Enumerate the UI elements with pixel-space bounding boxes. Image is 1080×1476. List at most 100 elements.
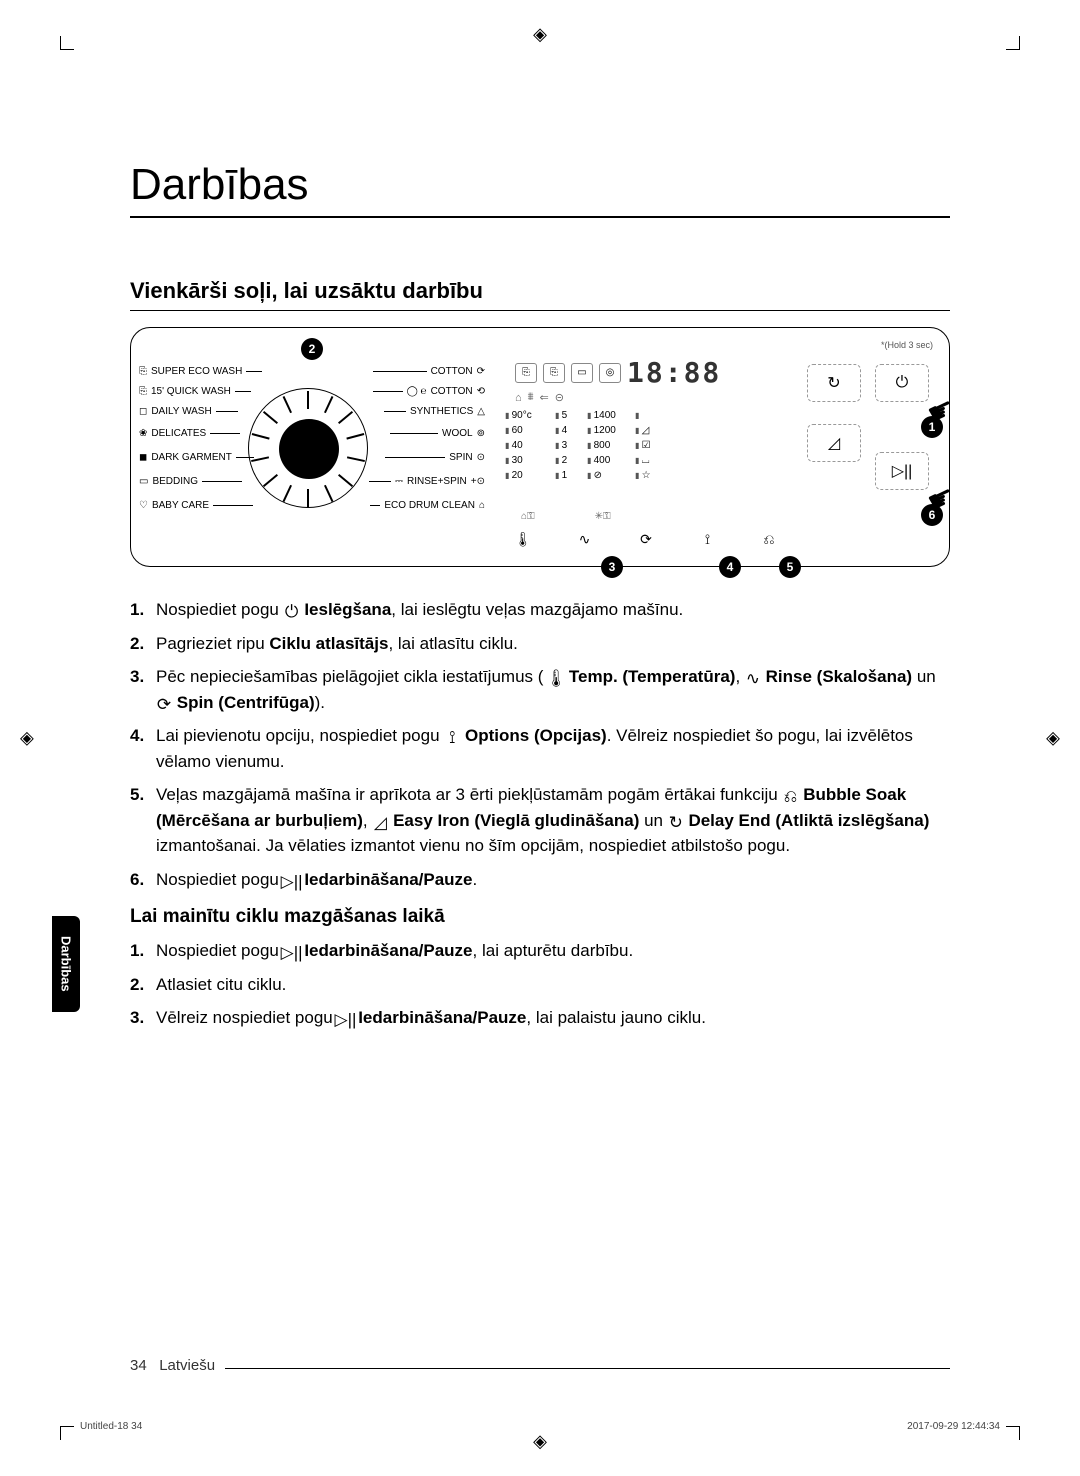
inline-icon: ⟟ (444, 730, 460, 746)
step-bold: Rinse (Skalošana) (766, 667, 912, 686)
step-item: Pēc nepieciešamības pielāgojiet cikla ie… (130, 664, 950, 715)
disp-icon: ⎘ (543, 363, 565, 383)
grid-cell: 40 (505, 440, 555, 451)
settings-grid: 90°c514006041200◿403800☑302400⌴201⊘☆ (491, 410, 801, 481)
crop-mark (1006, 36, 1020, 50)
inline-icon: ▷|| (284, 945, 300, 961)
hold-3sec-label: *(Hold 3 sec) (881, 340, 933, 350)
program-icon: ⎘ (139, 386, 147, 397)
print-reg-bottom: ◈ (533, 1431, 547, 1452)
grid-cell: 400 (587, 455, 635, 466)
callout-2: 2 (301, 338, 323, 360)
rinse-icon: ∿ (563, 531, 607, 548)
step-bold: Iedarbināšana/Pauze (304, 941, 472, 960)
step-bold: Ieslēgšana (304, 600, 391, 619)
program-text: DAILY WASH (151, 406, 211, 417)
grid-cell: 60 (505, 425, 555, 436)
disp-icon2: ⊝ (555, 391, 564, 404)
grid-cell: 30 (505, 455, 555, 466)
inline-icon: ◿ (372, 814, 388, 830)
program-icon: △ (477, 406, 485, 417)
grid-cell: ◿ (635, 425, 669, 436)
grid-cell: 5 (555, 410, 587, 421)
callout-5: 5 (779, 556, 801, 578)
options-icon: ⟟ (686, 531, 730, 548)
display-area: ⎘ ⎘ ▭ ◎ 18:88 ⌂ ⩩ ⇐ ⊝ 90°c514006041200◿4… (491, 328, 801, 566)
print-reg-top: ◈ (533, 24, 547, 45)
program-icon: ▭ (139, 476, 148, 487)
inline-icon: ∿ (745, 671, 761, 687)
program-label: ◼ DARK GARMENT (139, 452, 254, 463)
disp-icon2: ⇐ (540, 391, 549, 404)
crop-mark (60, 1426, 74, 1440)
program-label: ❀DELICATES (139, 428, 240, 439)
sub-heading: Lai mainītu ciklu mazgāšanas laikā (130, 906, 950, 928)
grid-cell: ⌴ (635, 455, 669, 466)
inline-icon: 🌡 (548, 671, 564, 687)
grid-cell: 90°c (505, 410, 555, 421)
step-bold: Iedarbināšana/Pauze (304, 870, 472, 889)
step-bold: Options (Opcijas) (465, 726, 607, 745)
disp-icon: ▭ (571, 363, 593, 383)
step-item: Atlasiet citu ciklu. (130, 972, 950, 998)
option-buttons-row: 🌡 ∿ ⟳ ⟟ ⎌ (501, 531, 791, 548)
step-bold: Temp. (Temperatūra) (569, 667, 736, 686)
program-text: 15' QUICK WASH (151, 386, 231, 397)
program-text: WOOL (442, 428, 473, 439)
inline-icon: ⏻ (284, 604, 300, 620)
inline-icon: ▷|| (284, 873, 300, 889)
inline-icon: ↻ (668, 814, 684, 830)
step-item: Nospiediet pogu ▷|| Iedarbināšana/Pauze,… (130, 938, 950, 964)
main-steps-list: Nospiediet pogu ⏻ Ieslēgšana, lai ieslēg… (130, 597, 950, 892)
bubble-icon: ⎌ (747, 531, 791, 548)
step-item: Nospiediet pogu ▷|| Iedarbināšana/Pauze. (130, 867, 950, 893)
inline-icon: ▷|| (337, 1012, 353, 1028)
grid-cell: 20 (505, 470, 555, 481)
time-display: 18:88 (627, 356, 721, 389)
program-label: SPIN⊙ (385, 452, 485, 463)
crop-mark (60, 36, 74, 50)
step-item: Pagrieziet ripu Ciklu atlasītājs, lai at… (130, 631, 950, 657)
grid-cell (635, 410, 669, 421)
program-label: ⎘ 15' QUICK WASH (139, 386, 251, 397)
program-icon: ⟳ (477, 366, 485, 377)
program-label: ♡BABY CARE (139, 500, 253, 511)
file-meta: Untitled-18 34 (80, 1421, 142, 1432)
program-icon: ◻ (139, 406, 147, 417)
program-text: DARK GARMENT (151, 452, 232, 463)
program-icon: ⎘ (139, 366, 147, 377)
grid-cell: ⊘ (587, 470, 635, 481)
grid-cell: ☑ (635, 440, 669, 451)
disp-icon2: ⌂ (515, 392, 522, 404)
program-text: SUPER ECO WASH (151, 366, 242, 377)
disp-icon: ⎘ (515, 363, 537, 383)
grid-cell: 1200 (587, 425, 635, 436)
program-text: RINSE+SPIN (407, 476, 467, 487)
step-bold: Easy Iron (Vieglā gludināšana) (393, 811, 639, 830)
step-bold: Ciklu atlasītājs (269, 634, 388, 653)
page-title: Darbības (130, 160, 950, 218)
sub-steps-list: Nospiediet pogu ▷|| Iedarbināšana/Pauze,… (130, 938, 950, 1031)
program-icon: ⊚ (477, 428, 485, 439)
program-label: ▭ BEDDING (139, 476, 242, 487)
program-label: WOOL ⊚ (390, 428, 485, 439)
program-label: SYNTHETICS△ (384, 406, 485, 417)
print-reg-left: ◈ (20, 728, 34, 749)
step-bold: Iedarbināšana/Pauze (358, 1008, 526, 1027)
step-item: Veļas mazgājamā mašīna ir aprīkota ar 3 … (130, 782, 950, 859)
program-icon: ◼ (139, 452, 147, 463)
cycle-dial (248, 388, 368, 508)
program-label: ◻ DAILY WASH (139, 406, 238, 417)
drum-clean-lock-icon: ✳⚿ (595, 511, 611, 522)
program-label: ◯ ℮COTTON⟲ (373, 386, 485, 397)
timestamp-meta: 2017-09-29 12:44:34 (907, 1421, 1000, 1432)
program-label: COTTON ⟳ (373, 366, 485, 377)
delay-end-button: ↻ (807, 364, 861, 402)
program-icon: ♡ (139, 500, 148, 511)
program-text: BEDDING (152, 476, 198, 487)
step-item: Vēlreiz nospiediet pogu ▷|| Iedarbināšan… (130, 1005, 950, 1031)
temp-icon: 🌡 (501, 531, 545, 548)
page-number: 34 (130, 1357, 147, 1374)
right-button-area: *(Hold 3 sec) ↻ ◿ ⏻ ▷|| ☚ ☚ 1 6 (801, 328, 949, 566)
program-text: COTTON (431, 366, 473, 377)
